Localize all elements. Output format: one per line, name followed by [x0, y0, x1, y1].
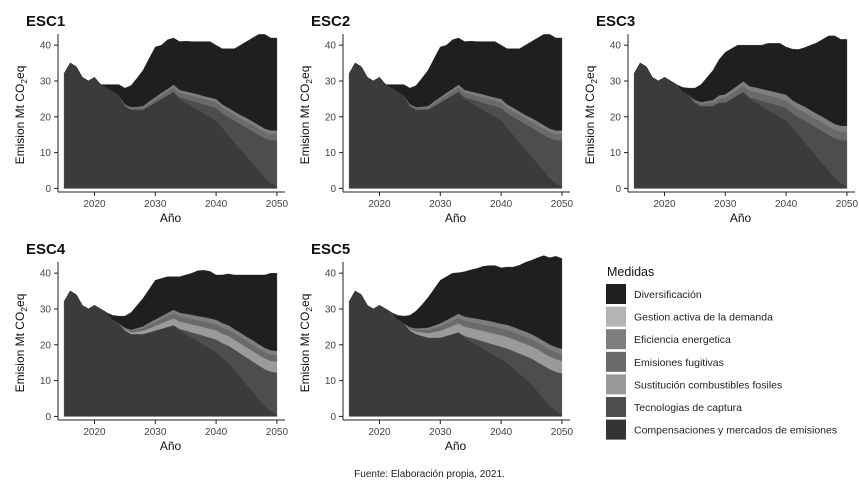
y-axis-label: Emision Mt CO2eq — [298, 294, 314, 393]
legend-item-label: Emisiones fugitivas — [634, 357, 724, 369]
area-diversificaci-n — [633, 35, 848, 126]
legend-swatch — [606, 329, 626, 350]
y-tick-label: 0 — [45, 412, 51, 423]
y-tick-label: 0 — [45, 184, 51, 195]
x-tick-label: 2030 — [144, 199, 167, 210]
y-tick-label: 30 — [325, 304, 337, 315]
x-axis-label: Año — [445, 439, 467, 453]
x-tick-label: 2050 — [266, 199, 289, 210]
panel-title: ESC4 — [26, 241, 66, 258]
y-axis-label: Emision Mt CO2eq — [13, 294, 29, 393]
x-tick-label: 2030 — [429, 427, 452, 438]
x-tick-label: 2020 — [653, 199, 676, 210]
y-tick-label: 30 — [40, 304, 52, 315]
panel-title: ESC2 — [311, 13, 350, 30]
y-axis-label: Emision Mt CO2eq — [583, 66, 599, 165]
area-diversificaci-n — [348, 255, 563, 349]
x-tick-label: 2020 — [83, 427, 106, 438]
x-tick-label: 2050 — [836, 199, 859, 210]
x-tick-label: 2050 — [266, 427, 289, 438]
x-tick-label: 2020 — [83, 199, 106, 210]
y-tick-label: 0 — [330, 412, 336, 423]
legend-swatch — [606, 306, 626, 327]
x-tick-label: 2040 — [490, 199, 513, 210]
legend-swatch — [606, 374, 626, 395]
y-tick-label: 40 — [610, 41, 622, 52]
legend-item-label: Diversificación — [634, 289, 702, 301]
y-axis-label: Emision Mt CO2eq — [13, 66, 29, 165]
panel-title: ESC3 — [596, 13, 635, 30]
y-tick-label: 10 — [40, 148, 52, 159]
legend-item-label: Sustitución combustibles fosiles — [634, 379, 782, 391]
y-tick-label: 20 — [40, 340, 52, 351]
y-tick-label: 40 — [40, 41, 52, 52]
legend-item-label: Compensaciones y mercados de emisiones — [634, 425, 837, 437]
y-tick-label: 10 — [325, 148, 337, 159]
x-tick-label: 2020 — [368, 427, 391, 438]
area-diversificaci-n — [348, 34, 563, 131]
y-tick-label: 10 — [40, 376, 52, 387]
legend-item-label: Eficiencia energetica — [634, 334, 731, 346]
legend-swatch — [606, 419, 626, 440]
y-tick-label: 20 — [40, 112, 52, 123]
y-tick-label: 30 — [40, 76, 52, 87]
x-axis-label: Año — [730, 211, 752, 225]
x-tick-label: 2030 — [714, 199, 737, 210]
legend-title: Medidas — [607, 265, 654, 279]
x-tick-label: 2040 — [205, 427, 228, 438]
area-diversificaci-n — [63, 34, 278, 131]
legend-item-label: Gestion activa de la demanda — [634, 312, 773, 324]
source-caption: Fuente: Elaboración propia, 2021. — [354, 469, 505, 480]
x-tick-label: 2030 — [429, 199, 452, 210]
x-axis-label: Año — [160, 439, 182, 453]
y-tick-label: 20 — [325, 340, 337, 351]
x-tick-label: 2040 — [490, 427, 513, 438]
y-axis-label: Emision Mt CO2eq — [298, 66, 314, 165]
area-diversificaci-n — [63, 270, 278, 352]
panel-title: ESC1 — [26, 13, 65, 30]
legend-swatch — [606, 284, 626, 304]
y-tick-label: 20 — [325, 112, 337, 123]
x-tick-label: 2050 — [551, 199, 574, 210]
x-tick-label: 2040 — [205, 199, 228, 210]
y-tick-label: 40 — [325, 41, 337, 52]
y-tick-label: 40 — [325, 269, 337, 280]
y-tick-label: 30 — [610, 76, 622, 87]
legend-swatch — [606, 397, 626, 417]
x-axis-label: Año — [160, 211, 182, 225]
legend: Medidas Diversificación Gestion activa de … — [606, 265, 837, 440]
x-tick-label: 2040 — [775, 199, 798, 210]
y-tick-label: 30 — [325, 76, 337, 87]
y-tick-label: 10 — [610, 148, 622, 159]
legend-swatch — [606, 351, 626, 372]
x-tick-label: 2050 — [551, 427, 574, 438]
y-tick-label: 0 — [330, 184, 336, 195]
y-tick-label: 10 — [325, 376, 337, 387]
panel-title: ESC5 — [311, 241, 350, 258]
x-axis-label: Año — [445, 211, 467, 225]
y-tick-label: 40 — [40, 269, 52, 280]
x-tick-label: 2030 — [144, 427, 167, 438]
y-tick-label: 0 — [615, 184, 621, 195]
x-tick-label: 2020 — [368, 199, 391, 210]
legend-item-label: Tecnologias de captura — [634, 402, 742, 414]
y-tick-label: 20 — [610, 112, 622, 123]
